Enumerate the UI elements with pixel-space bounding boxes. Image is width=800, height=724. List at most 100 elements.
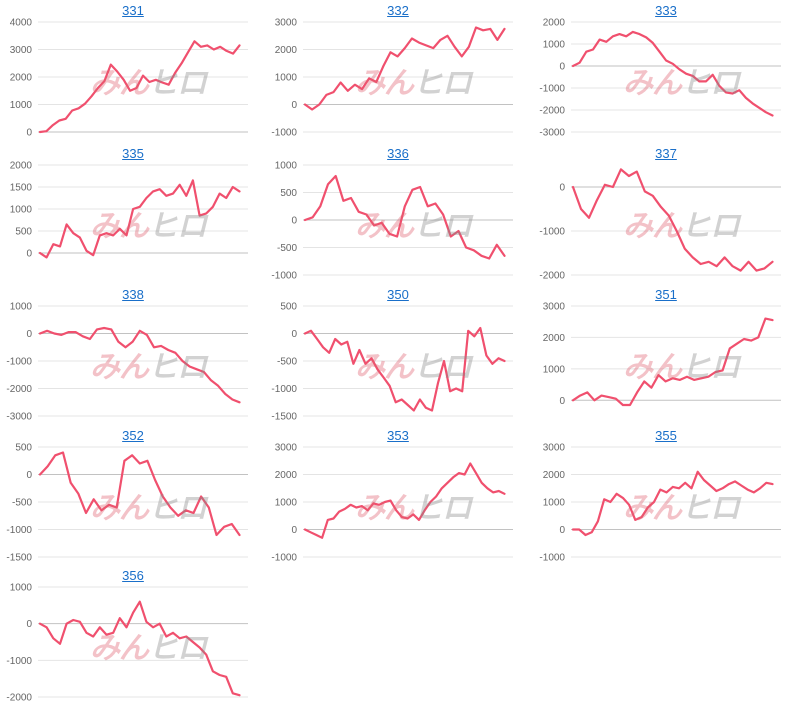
y-tick-label: 500 (280, 302, 297, 313)
y-tick-label: 0 (26, 470, 32, 481)
chart-panel: 350 -1500 -1000 -500 0 500 みんヒロ (265, 284, 531, 424)
y-tick-label: 1000 (543, 364, 566, 375)
chart-svg: 0 500 1000 1500 2000 (10, 161, 248, 260)
y-tick-label: -2000 (6, 384, 32, 395)
y-tick-label: -500 (277, 243, 297, 254)
y-tick-label: -3000 (6, 412, 32, 423)
series-line (571, 30, 774, 117)
y-tick-label: -1500 (6, 553, 32, 564)
y-tick-label: 2000 (10, 73, 33, 84)
y-tick-label: 500 (15, 227, 32, 238)
y-tick-label: -2000 (6, 693, 32, 704)
y-tick-label: 500 (280, 188, 297, 199)
y-tick-label: 1000 (10, 100, 33, 111)
chart-svg: -1500 -1000 -500 0 500 (271, 302, 513, 423)
chart-title-link[interactable]: 353 (387, 428, 409, 443)
chart-title-link[interactable]: 351 (655, 287, 677, 302)
y-tick-label: 1000 (543, 498, 566, 509)
chart-svg: 0 1000 2000 3000 (543, 302, 781, 407)
y-tick-label: -1000 (6, 525, 32, 536)
y-tick-label: -2000 (539, 271, 565, 282)
chart-title-link[interactable]: 331 (122, 3, 144, 18)
y-tick-label: 0 (291, 216, 297, 227)
chart-panel: 355 -1000 0 1000 2000 3000 みんヒロ (533, 425, 799, 565)
series-line (38, 179, 241, 259)
chart-svg: -1000 0 1000 2000 3000 (539, 443, 781, 564)
y-tick-label: -1000 (271, 128, 297, 139)
y-tick-label: -500 (12, 498, 32, 509)
y-tick-label: -1000 (271, 384, 297, 395)
y-tick-label: -1500 (271, 412, 297, 423)
y-tick-label: 0 (559, 525, 565, 536)
y-tick-label: 0 (559, 396, 565, 407)
y-tick-label: 0 (26, 329, 32, 340)
chart-title-link[interactable]: 356 (122, 568, 144, 583)
chart-panel: 335 0 500 1000 1500 2000 みんヒロ (0, 143, 266, 283)
chart-panel: 336 -1000 -500 0 500 1000 みんヒロ (265, 143, 531, 283)
y-tick-label: 0 (559, 183, 565, 194)
y-tick-label: 2000 (275, 45, 298, 56)
chart-title-link[interactable]: 336 (387, 146, 409, 161)
y-tick-label: 3000 (543, 443, 566, 454)
y-tick-label: 1000 (275, 498, 298, 509)
y-tick-label: 2000 (10, 161, 33, 172)
chart-svg: 0 1000 2000 3000 4000 (10, 18, 248, 139)
chart-title-link[interactable]: 335 (122, 146, 144, 161)
y-tick-label: 1000 (275, 73, 298, 84)
y-tick-label: -1000 (6, 656, 32, 667)
chart-title-link[interactable]: 338 (122, 287, 144, 302)
y-tick-label: -1000 (271, 271, 297, 282)
chart-title-link[interactable]: 352 (122, 428, 144, 443)
chart-svg: -3000 -2000 -1000 0 1000 2000 (539, 18, 781, 139)
y-tick-label: 0 (26, 128, 32, 139)
chart-svg: -1000 -500 0 500 1000 (271, 161, 513, 282)
y-tick-label: 0 (26, 619, 32, 630)
chart-panel: 332 -1000 0 1000 2000 3000 みんヒロ (265, 0, 531, 140)
series-line (303, 462, 506, 539)
y-tick-label: 3000 (543, 302, 566, 313)
y-tick-label: 3000 (275, 18, 298, 29)
y-tick-label: 2000 (543, 470, 566, 481)
y-tick-label: 0 (26, 249, 32, 260)
y-tick-label: 1000 (10, 205, 33, 216)
chart-panel: 351 0 1000 2000 3000 みんヒロ (533, 284, 799, 424)
chart-svg: -1000 0 1000 2000 3000 (271, 443, 513, 564)
series-line (303, 326, 506, 412)
y-tick-label: 500 (15, 443, 32, 454)
y-tick-label: -1000 (539, 227, 565, 238)
chart-svg: -1500 -1000 -500 0 500 (6, 443, 248, 564)
y-tick-label: -1000 (271, 553, 297, 564)
chart-svg: -2000 -1000 0 1000 (6, 583, 248, 704)
y-tick-label: -1000 (539, 553, 565, 564)
chart-panel: 331 0 1000 2000 3000 4000 みんヒロ (0, 0, 266, 140)
y-tick-label: 3000 (10, 45, 33, 56)
chart-svg: -2000 -1000 0 (539, 168, 781, 282)
y-tick-label: -500 (277, 357, 297, 368)
series-line (571, 168, 774, 272)
chart-title-link[interactable]: 333 (655, 3, 677, 18)
chart-panel: 356 -2000 -1000 0 1000 みんヒロ (0, 565, 266, 705)
chart-panel: 337 -2000 -1000 0 みんヒロ (533, 143, 799, 283)
series-line (38, 451, 241, 537)
y-tick-label: -1000 (6, 357, 32, 368)
chart-svg: -3000 -2000 -1000 0 1000 (6, 302, 248, 423)
chart-title-link[interactable]: 355 (655, 428, 677, 443)
series-line (303, 26, 506, 111)
y-tick-label: 1000 (543, 40, 566, 51)
y-tick-label: 0 (291, 100, 297, 111)
chart-svg: -1000 0 1000 2000 3000 (271, 18, 513, 139)
y-tick-label: 4000 (10, 18, 33, 29)
chart-title-link[interactable]: 337 (655, 146, 677, 161)
y-tick-label: 1000 (275, 161, 298, 172)
chart-title-link[interactable]: 332 (387, 3, 409, 18)
y-tick-label: -1000 (539, 84, 565, 95)
y-tick-label: 0 (291, 525, 297, 536)
chart-panel: 352 -1500 -1000 -500 0 500 みんヒロ (0, 425, 266, 565)
chart-title-link[interactable]: 350 (387, 287, 409, 302)
y-tick-label: 1500 (10, 183, 33, 194)
series-line (303, 174, 506, 260)
y-tick-label: -3000 (539, 128, 565, 139)
y-tick-label: 2000 (543, 18, 566, 29)
series-line (38, 600, 241, 697)
series-line (571, 317, 774, 407)
